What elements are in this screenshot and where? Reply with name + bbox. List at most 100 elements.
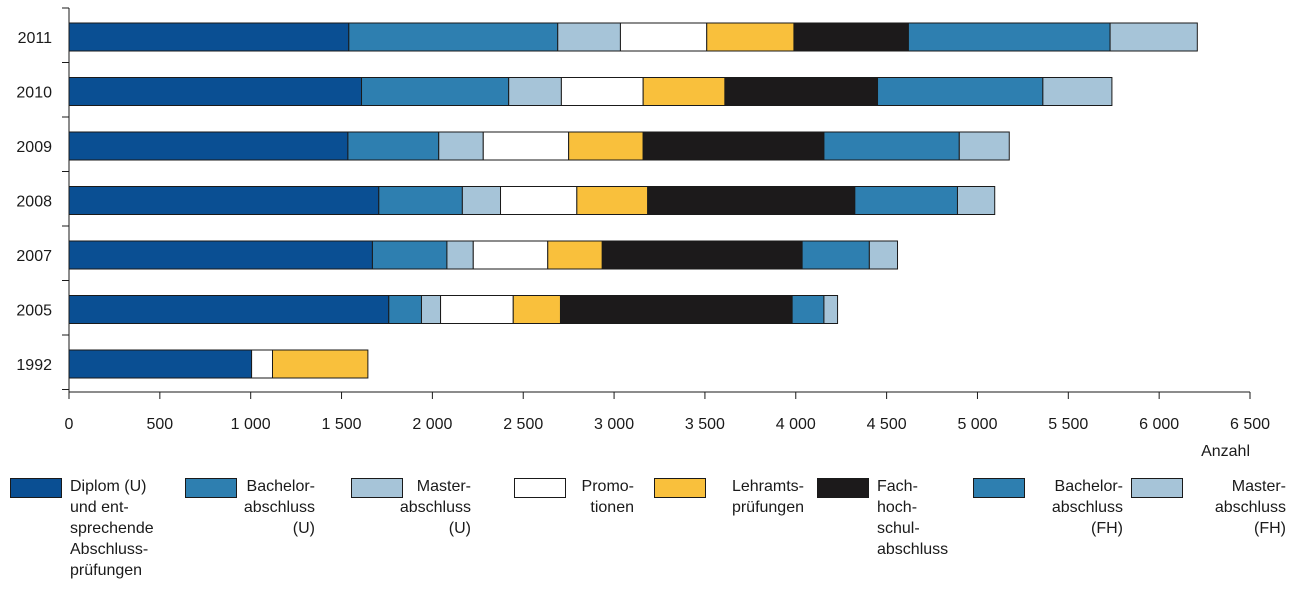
bar-segment bbox=[68, 295, 390, 324]
legend-swatch bbox=[973, 478, 1025, 498]
x-tick-label: 1 500 bbox=[322, 416, 362, 433]
bar-segment bbox=[793, 22, 909, 52]
bar-segment bbox=[560, 77, 644, 106]
x-tick-label: 3 500 bbox=[685, 416, 725, 433]
bar-segment bbox=[823, 295, 839, 324]
bar-segment bbox=[371, 240, 448, 270]
y-tick-label: 2005 bbox=[16, 303, 52, 320]
legend-item: Lehramts- prüfungen bbox=[654, 476, 804, 590]
bar-segment bbox=[68, 22, 350, 52]
x-tick-label: 4 500 bbox=[867, 416, 907, 433]
legend-label: Bachelor- abschluss (U) bbox=[243, 478, 315, 537]
legend-label: Bachelor- abschluss (FH) bbox=[1051, 478, 1123, 537]
bar-segment bbox=[388, 295, 422, 324]
y-tick-label: 2010 bbox=[16, 85, 52, 102]
bar-segment bbox=[642, 131, 825, 161]
x-tick-label: 2 500 bbox=[503, 416, 543, 433]
x-tick-label: 1 000 bbox=[231, 416, 271, 433]
legend-label: Fach- hoch- schul- abschluss bbox=[877, 478, 949, 558]
bar-segment bbox=[1042, 77, 1113, 106]
legend-label: Master- abschluss (U) bbox=[399, 478, 471, 537]
legend-label: Diplom (U) und ent- sprechende Abschluss… bbox=[70, 478, 154, 579]
x-tick-label: 5 500 bbox=[1048, 416, 1088, 433]
x-tick-label: 4 000 bbox=[776, 416, 816, 433]
bar-segment bbox=[420, 295, 442, 324]
y-tick-label: 2009 bbox=[16, 139, 52, 156]
x-axis-label: Anzahl bbox=[1201, 443, 1250, 460]
bar-segment bbox=[576, 186, 649, 215]
x-tick-label: 6 000 bbox=[1139, 416, 1179, 433]
legend-swatch bbox=[351, 478, 403, 498]
bar-segment bbox=[378, 186, 463, 215]
bar-segment bbox=[271, 349, 369, 379]
bar-segment bbox=[823, 131, 960, 161]
bar-segment bbox=[958, 131, 1010, 161]
bar-segment bbox=[547, 240, 603, 270]
legend-swatch bbox=[185, 478, 237, 498]
x-tick-label: 500 bbox=[146, 416, 173, 433]
bar-segment bbox=[907, 22, 1111, 52]
bar-segment bbox=[68, 186, 380, 215]
bar-segment bbox=[361, 77, 510, 106]
legend-item: Fach- hoch- schul- abschluss bbox=[817, 476, 957, 590]
bar-segment bbox=[877, 77, 1044, 106]
legend-swatch bbox=[10, 478, 62, 498]
axes-group: 2011 2010 2009 2008 2007 2005 1992 0 500 1 000 1 5… bbox=[16, 7, 1270, 433]
legend-item: Bachelor- abschluss (FH) bbox=[973, 476, 1123, 590]
bar-segment bbox=[868, 240, 899, 270]
bar-segment bbox=[347, 131, 440, 161]
bar-segment bbox=[500, 186, 578, 215]
bar-segment bbox=[706, 22, 795, 52]
bar-segment bbox=[508, 77, 562, 106]
bar-segment bbox=[568, 131, 644, 161]
y-tick-label: 2007 bbox=[16, 248, 52, 265]
stacked-bar-chart: 2011 2010 2009 2008 2007 2005 1992 0 500 1 000 1 5… bbox=[16, 7, 1270, 460]
bar-segment bbox=[724, 77, 879, 106]
bar-segment bbox=[440, 295, 514, 324]
bar-segment bbox=[251, 349, 273, 379]
legend-label: Lehramts- prüfungen bbox=[731, 478, 804, 516]
bar-segment bbox=[68, 240, 373, 270]
legend-swatch bbox=[514, 478, 566, 498]
bar-segment bbox=[482, 131, 570, 161]
bars-group bbox=[68, 22, 1198, 379]
bar-segment bbox=[512, 295, 561, 324]
y-tick-label: 1992 bbox=[16, 357, 52, 374]
bar-segment bbox=[68, 349, 253, 379]
bar-segment bbox=[559, 295, 793, 324]
y-tick-label: 2008 bbox=[16, 194, 52, 211]
bar-segment bbox=[68, 131, 349, 161]
x-tick-label: 3 000 bbox=[594, 416, 634, 433]
y-tick-label: 2011 bbox=[18, 30, 53, 47]
legend-swatch bbox=[817, 478, 869, 498]
bar-segment bbox=[446, 240, 474, 270]
bar-segment bbox=[472, 240, 549, 270]
bar-segment bbox=[956, 186, 996, 215]
bar-segment bbox=[647, 186, 856, 215]
legend-swatch bbox=[654, 478, 706, 498]
legend-item: Diplom (U) und ent- sprechende Abschluss… bbox=[10, 476, 170, 590]
bar-segment bbox=[642, 77, 726, 106]
bar-segment bbox=[348, 22, 559, 52]
bar-segment bbox=[854, 186, 958, 215]
legend: Diplom (U) und ent- sprechende Abschluss… bbox=[0, 476, 1291, 590]
legend-label: Promo- tionen bbox=[581, 478, 634, 516]
bar-segment bbox=[557, 22, 621, 52]
bar-segment bbox=[438, 131, 484, 161]
x-tick-label: 2 000 bbox=[412, 416, 452, 433]
bar-segment bbox=[619, 22, 708, 52]
legend-label: Master- abschluss (FH) bbox=[1214, 478, 1286, 537]
x-tick-label: 5 000 bbox=[957, 416, 997, 433]
bar-segment bbox=[791, 295, 825, 324]
legend-item: Master- abschluss (FH) bbox=[1131, 476, 1286, 590]
bar-segment bbox=[601, 240, 803, 270]
x-tick-label: 6 500 bbox=[1230, 416, 1270, 433]
legend-item: Master- abschluss (U) bbox=[351, 476, 471, 590]
legend-item: Bachelor- abschluss (U) bbox=[185, 476, 315, 590]
legend-swatch bbox=[1131, 478, 1183, 498]
bar-segment bbox=[461, 186, 502, 215]
legend-item: Promo- tionen bbox=[514, 476, 634, 590]
bar-segment bbox=[801, 240, 870, 270]
bar-segment bbox=[68, 77, 363, 106]
bar-segment bbox=[1109, 22, 1198, 52]
